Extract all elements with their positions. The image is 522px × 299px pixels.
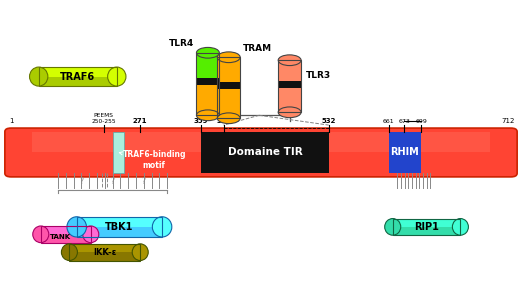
FancyBboxPatch shape	[113, 132, 124, 173]
Text: 1: 1	[9, 118, 14, 124]
Ellipse shape	[278, 107, 301, 118]
FancyBboxPatch shape	[278, 81, 301, 85]
FancyBboxPatch shape	[393, 219, 460, 235]
FancyBboxPatch shape	[77, 217, 162, 227]
Ellipse shape	[196, 48, 219, 58]
FancyBboxPatch shape	[217, 85, 240, 118]
Text: 359: 359	[194, 118, 208, 124]
Text: TLR3: TLR3	[306, 71, 331, 80]
FancyBboxPatch shape	[217, 82, 240, 86]
FancyBboxPatch shape	[278, 60, 301, 84]
Ellipse shape	[30, 67, 48, 86]
FancyBboxPatch shape	[69, 244, 140, 260]
Text: 661: 661	[383, 119, 394, 124]
FancyBboxPatch shape	[196, 81, 219, 85]
Ellipse shape	[132, 244, 148, 260]
Text: ?: ?	[79, 176, 84, 186]
FancyBboxPatch shape	[196, 53, 219, 81]
Text: 271: 271	[133, 118, 147, 124]
Ellipse shape	[33, 226, 49, 243]
Text: TRAM: TRAM	[243, 44, 272, 53]
FancyBboxPatch shape	[5, 128, 517, 177]
Ellipse shape	[67, 217, 87, 237]
FancyBboxPatch shape	[41, 226, 91, 234]
Text: RIP1: RIP1	[414, 222, 439, 232]
Text: Domaine TIR: Domaine TIR	[228, 147, 302, 158]
Ellipse shape	[217, 52, 240, 62]
Text: 712: 712	[502, 118, 515, 124]
Text: 532: 532	[322, 118, 336, 124]
FancyBboxPatch shape	[278, 84, 301, 88]
FancyBboxPatch shape	[39, 67, 117, 77]
FancyBboxPatch shape	[39, 67, 117, 86]
FancyBboxPatch shape	[196, 81, 219, 115]
Text: TRAF6: TRAF6	[60, 71, 96, 82]
Text: RHIM: RHIM	[390, 147, 419, 158]
Text: 394: 394	[216, 118, 231, 124]
Text: 673: 673	[398, 119, 410, 124]
Text: 699: 699	[416, 119, 428, 124]
Text: ?: ?	[111, 176, 115, 186]
Ellipse shape	[83, 226, 99, 243]
Text: TANK: TANK	[50, 234, 71, 240]
Text: TLR4: TLR4	[169, 39, 194, 48]
FancyBboxPatch shape	[278, 84, 301, 112]
Text: PEEMS
250-255: PEEMS 250-255	[91, 113, 116, 124]
FancyBboxPatch shape	[393, 219, 460, 227]
Ellipse shape	[108, 67, 126, 86]
Ellipse shape	[385, 219, 401, 235]
FancyBboxPatch shape	[69, 244, 140, 252]
FancyBboxPatch shape	[77, 217, 162, 237]
FancyBboxPatch shape	[217, 85, 240, 89]
FancyBboxPatch shape	[196, 78, 219, 82]
FancyBboxPatch shape	[217, 57, 240, 85]
Ellipse shape	[453, 219, 468, 235]
Ellipse shape	[196, 110, 219, 120]
FancyBboxPatch shape	[32, 132, 490, 152]
Text: TBK1: TBK1	[105, 222, 134, 232]
Text: IKK-ε: IKK-ε	[93, 248, 116, 257]
Text: ?: ?	[142, 176, 146, 186]
FancyBboxPatch shape	[201, 132, 329, 173]
Ellipse shape	[152, 217, 172, 237]
Ellipse shape	[278, 55, 301, 65]
Text: TRAF6-binding
motif: TRAF6-binding motif	[120, 150, 186, 170]
Ellipse shape	[62, 244, 77, 260]
FancyBboxPatch shape	[41, 226, 91, 243]
Ellipse shape	[217, 113, 240, 123]
FancyBboxPatch shape	[388, 132, 421, 173]
